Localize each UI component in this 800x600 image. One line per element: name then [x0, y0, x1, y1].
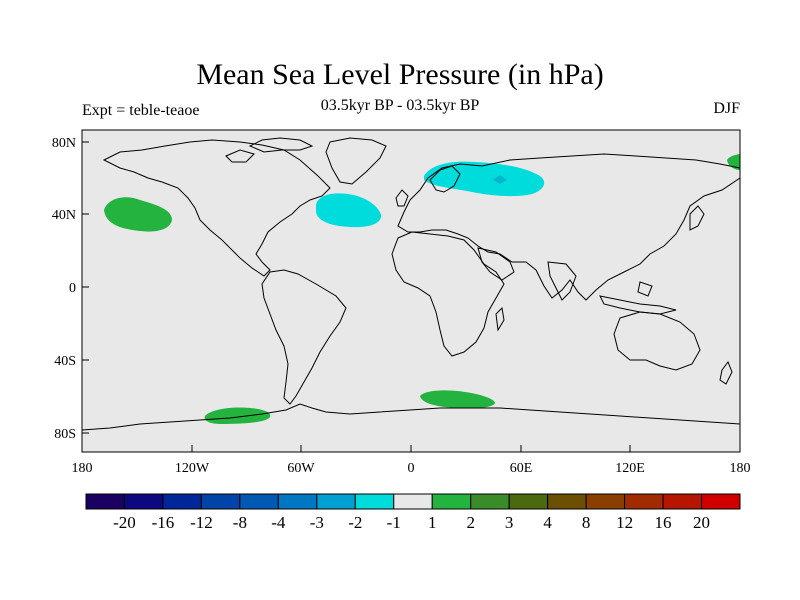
colorbar-box-6	[316, 493, 356, 510]
x-label-180e: 180	[730, 461, 751, 476]
colorbar-box-10	[470, 493, 510, 510]
colorbar-box-1	[123, 493, 164, 510]
coast-madagascar	[495, 306, 505, 332]
colorbar-label-6: -2	[348, 513, 362, 532]
colorbar-label-13: 12	[616, 513, 633, 532]
colorbar-box-7	[354, 493, 395, 510]
x-label-60w: 60W	[287, 461, 315, 476]
colorbar-label-10: 3	[505, 513, 514, 532]
colorbar-box-0	[85, 493, 125, 510]
colorbar-box-16	[701, 493, 741, 510]
coast-indonesia	[599, 281, 677, 315]
colorbar: -20 -16 -12 -8 -4 -3 -2 -1 1 2 3 4 8 12 16 20	[85, 493, 741, 532]
colorbar-box-12	[547, 493, 587, 510]
coast-north-america	[102, 139, 331, 277]
x-label-120e: 120E	[615, 461, 645, 476]
map-title: Mean Sea Level Pressure (in hPa)	[196, 58, 604, 91]
colorbar-box-3	[200, 493, 241, 510]
map-background	[82, 130, 740, 452]
x-axis: 180 120W 60W 0 60E 120E 180	[72, 445, 751, 476]
anomaly-southern-pacific-positive	[204, 407, 271, 424]
y-axis: 80N 40N 0 40S 80S	[52, 136, 89, 442]
colorbar-box-11	[508, 493, 549, 510]
coast-new-zealand	[719, 360, 733, 385]
colorbar-label-0: -20	[113, 513, 136, 532]
coast-antarctica	[81, 403, 741, 431]
coast-greenland	[325, 137, 387, 185]
colorbar-label-1: -16	[152, 513, 175, 532]
coast-arctic-islands	[225, 137, 314, 163]
coast-japan	[689, 205, 705, 231]
colorbar-box-9	[431, 493, 472, 510]
time-range-label: 03.5kyr BP - 03.5kyr BP	[320, 97, 480, 114]
y-label-eq: 0	[69, 281, 76, 296]
colorbar-label-2: -12	[190, 513, 213, 532]
colorbar-label-8: 1	[428, 513, 437, 532]
coast-australia	[613, 311, 701, 371]
colorbar-box-2	[162, 493, 202, 510]
x-label-120w: 120W	[175, 461, 210, 476]
coast-africa	[391, 231, 505, 357]
y-label-80s: 80S	[54, 427, 76, 442]
coastlines	[81, 137, 741, 431]
experiment-label: Expt = teble-teaoe	[82, 102, 200, 119]
colorbar-box-13	[585, 493, 626, 510]
colorbar-box-8	[393, 493, 433, 510]
x-label-60e: 60E	[510, 461, 533, 476]
anomaly-northern-eurasia-negative	[424, 161, 545, 197]
x-label-180w: 180	[72, 461, 93, 476]
anomaly-north-pacific-positive	[104, 197, 172, 232]
colorbar-box-14	[624, 493, 664, 510]
coast-arabia	[477, 247, 515, 281]
anomaly-southern-indian-positive	[420, 390, 495, 409]
anomaly-northern-eurasia-core	[493, 175, 507, 184]
x-label-0: 0	[408, 461, 415, 476]
colorbar-label-12: 8	[582, 513, 591, 532]
colorbar-label-9: 2	[466, 513, 475, 532]
coast-india	[547, 261, 577, 301]
colorbar-label-11: 4	[543, 513, 552, 532]
colorbar-label-5: -3	[310, 513, 324, 532]
colorbar-box-5	[277, 493, 318, 510]
colorbar-label-3: -8	[233, 513, 247, 532]
coast-south-america	[261, 269, 347, 405]
y-label-40s: 40S	[54, 354, 76, 369]
colorbar-label-15: 20	[693, 513, 710, 532]
anomaly-layer	[104, 154, 740, 424]
season-label: DJF	[713, 100, 740, 117]
colorbar-box-4	[239, 493, 279, 510]
anomaly-north-atlantic-negative	[316, 193, 382, 228]
colorbar-label-7: -1	[387, 513, 401, 532]
coast-eurasia	[397, 153, 741, 301]
coast-scandinavia	[429, 165, 461, 193]
colorbar-label-14: 16	[655, 513, 672, 532]
coast-british-isles	[395, 189, 409, 207]
colorbar-box-15	[662, 493, 703, 510]
colorbar-label-4: -4	[271, 513, 286, 532]
y-label-80n: 80N	[52, 136, 76, 151]
y-label-40n: 40N	[52, 208, 76, 223]
